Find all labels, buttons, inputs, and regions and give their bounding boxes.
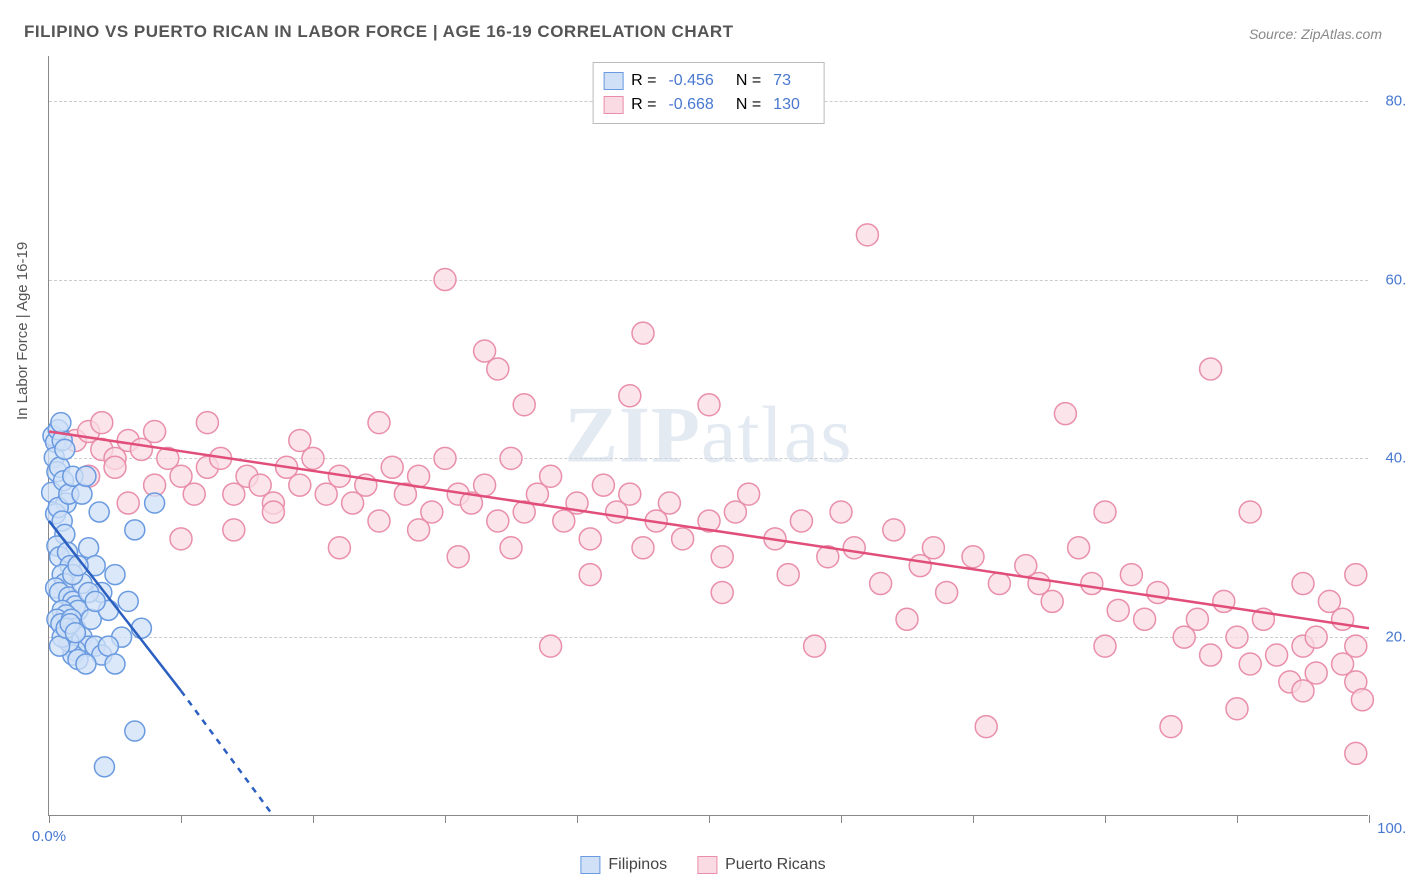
legend-item-puerto-ricans: Puerto Ricans xyxy=(697,856,826,874)
x-axis-max-label: 100.0% xyxy=(1373,820,1406,837)
chart-container: FILIPINO VS PUERTO RICAN IN LABOR FORCE … xyxy=(0,0,1406,892)
swatch-puerto-ricans-icon xyxy=(697,856,717,874)
swatch-puerto-ricans xyxy=(603,96,623,114)
chart-title: FILIPINO VS PUERTO RICAN IN LABOR FORCE … xyxy=(24,22,734,42)
trend-lines xyxy=(49,56,1368,815)
stats-row-puerto-ricans: R = -0.668 N = 130 xyxy=(603,93,814,117)
stats-row-filipinos: R = -0.456 N = 73 xyxy=(603,69,814,93)
legend-item-filipinos: Filipinos xyxy=(580,856,667,874)
source-label: Source: ZipAtlas.com xyxy=(1249,26,1382,42)
legend-label-filipinos: Filipinos xyxy=(608,856,667,874)
bottom-legend: Filipinos Puerto Ricans xyxy=(580,856,825,874)
plot-area: 20.0%40.0%60.0%80.0% ZIPatlas R = -0.456… xyxy=(48,56,1368,816)
legend-label-puerto-ricans: Puerto Ricans xyxy=(725,856,826,874)
swatch-filipinos-icon xyxy=(580,856,600,874)
stats-legend: R = -0.456 N = 73 R = -0.668 N = 130 xyxy=(592,62,825,124)
swatch-filipinos xyxy=(603,72,623,90)
x-axis-min-label: 0.0% xyxy=(32,828,66,845)
y-axis-label: In Labor Force | Age 16-19 xyxy=(14,242,31,420)
